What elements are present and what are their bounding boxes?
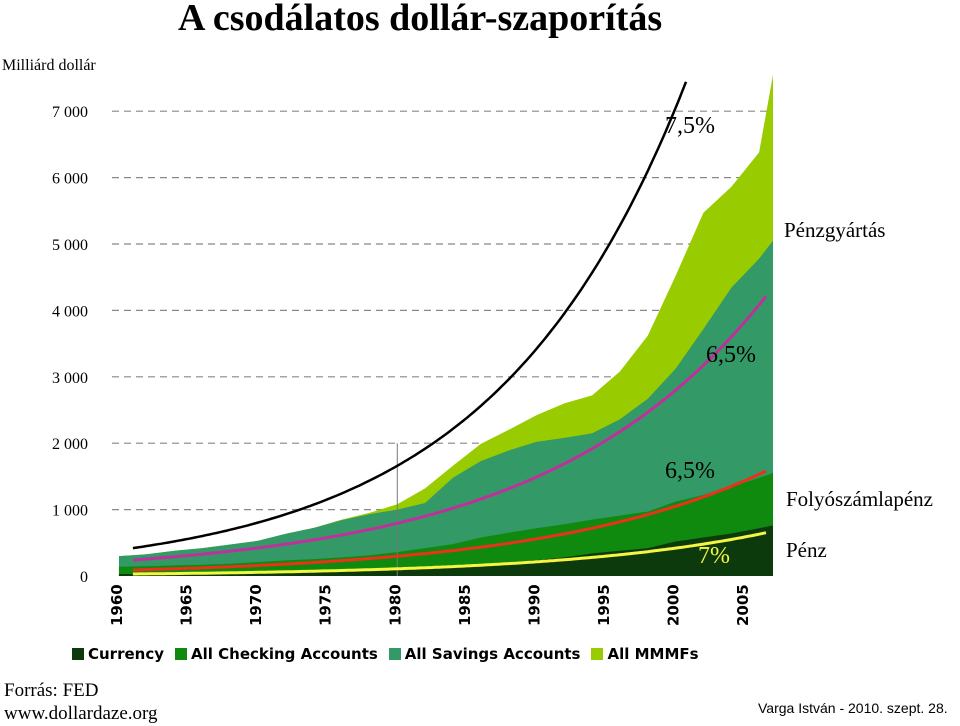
legend-label-mmmf: All MMMFs	[607, 645, 699, 663]
x-tick-label: 1980	[386, 584, 404, 626]
annotations: 7,5% 6,5% 6,5% 7% Pénzgyártás Folyószámlapénz…	[665, 113, 933, 569]
trend-lines	[132, 81, 768, 576]
legend-swatch-currency	[72, 648, 84, 660]
legend-item-mmmf: All MMMFs	[591, 645, 699, 663]
stacked-areas	[118, 74, 774, 576]
legend-label-currency: Currency	[88, 645, 165, 663]
legend-swatch-mmmf	[591, 648, 604, 660]
x-tick-label: 1990	[525, 584, 543, 626]
x-tick-label: 1995	[595, 584, 613, 626]
area-savings-accounts	[118, 240, 774, 576]
y-tick-label: 5 000	[52, 237, 88, 254]
series-label-folyoszamlapenz: Folyószámlapénz	[786, 487, 933, 511]
rate-label-6-5-red: 6,5%	[665, 458, 715, 484]
legend-swatch-checking	[175, 648, 188, 660]
legend: Currency All Checking Accounts All Savin…	[72, 645, 710, 663]
y-tick-label: 3 000	[52, 370, 88, 387]
legend-label-checking: All Checking Accounts	[191, 645, 378, 663]
trend-line-penz	[132, 469, 767, 572]
chart-title: A csodálatos dollár-szaporítás	[178, 0, 663, 39]
area-currency	[118, 525, 774, 576]
author-credit: Varga István - 2010. szept. 28.	[758, 700, 948, 716]
legend-label-savings: All Savings Accounts	[404, 645, 581, 663]
rate-label-7: 7%	[698, 543, 730, 569]
legend-item-savings: All Savings Accounts	[388, 645, 581, 663]
x-tick-label: 2005	[734, 584, 752, 626]
y-tick-label: 1 000	[52, 503, 88, 520]
area-checking-accounts	[118, 473, 774, 576]
x-tick-label: 1985	[456, 584, 474, 626]
y-tick-label: 7 000	[52, 104, 88, 121]
legend-item-checking: All Checking Accounts	[175, 645, 378, 663]
trend-line-penzgyartas	[132, 81, 688, 550]
trend-line-folyoszamla	[132, 295, 768, 562]
x-tick-label: 1970	[247, 584, 265, 626]
series-label-penzgyartas: Pénzgyártás	[784, 218, 885, 242]
legend-swatch-savings	[388, 648, 401, 660]
x-ticks: 1960 1965 1970 1975 1980 1985 1990 1995 2000 2005	[108, 584, 752, 626]
x-tick-label: 2000	[665, 584, 683, 626]
x-tick-label: 1960	[108, 584, 126, 626]
source-url: www.dollardaze.org	[4, 703, 158, 724]
rate-label-7-5: 7,5%	[665, 113, 715, 139]
chart-area: 0 1 000 2 000 3 000 4 000 5 000 6 000 7 000 196…	[52, 74, 933, 626]
y-tick-label: 4 000	[52, 303, 88, 320]
y-tick-label: 6 000	[52, 171, 88, 188]
y-ticks: 0 1 000 2 000 3 000 4 000 5 000 6 000 7 000	[52, 104, 88, 586]
rate-label-6-5-magenta: 6,5%	[706, 342, 756, 368]
y-tick-label: 0	[80, 569, 88, 586]
x-tick-label: 1965	[178, 584, 196, 626]
series-label-penz: Pénz	[786, 538, 827, 562]
legend-item-currency: Currency	[72, 645, 164, 663]
trend-line-currency	[132, 531, 767, 576]
y-axis-unit-label: Milliárd dollár	[2, 57, 96, 74]
source-label: Forrás: FED	[4, 680, 99, 701]
x-tick-label: 1975	[317, 584, 335, 626]
y-tick-label: 2 000	[52, 436, 88, 453]
